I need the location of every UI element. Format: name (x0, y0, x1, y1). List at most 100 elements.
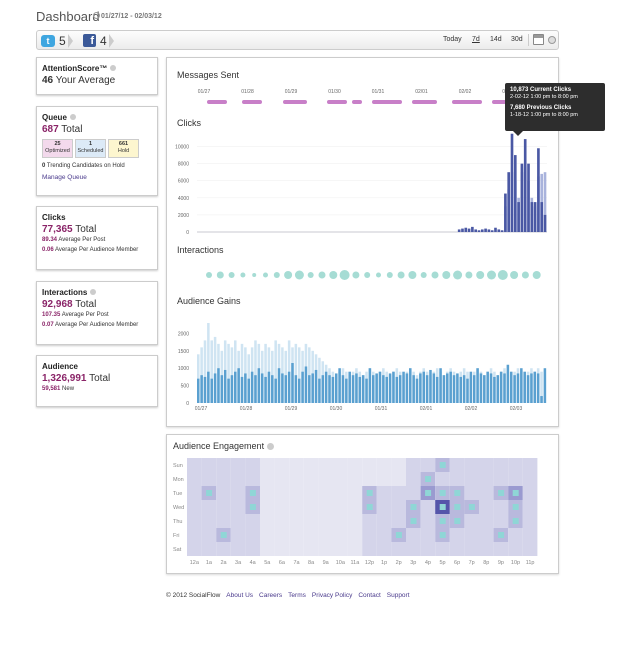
attention-score-card: AttentionScore™ 46 Your Average (36, 57, 158, 95)
range-7d[interactable]: 7d (472, 36, 480, 43)
heatmap-hour-label: 7a (293, 560, 300, 566)
main-charts[interactable]: 01/27 01/28 01/29 01/30 01/31 02/01 02/02 02/03… (167, 58, 560, 428)
heatmap-cell (274, 528, 290, 542)
help-icon[interactable] (110, 65, 117, 71)
heatmap-cell (333, 486, 348, 500)
heatmap-marker (220, 532, 227, 538)
clicks-current-bar (543, 214, 547, 232)
heatmap-cell (187, 458, 202, 472)
header: Dashboard 01/27/12 - 02/03/12 (36, 6, 559, 28)
heatmap-cell (303, 458, 319, 472)
heatmap-hour-label: 10a (336, 560, 346, 566)
gains-current-bar (314, 369, 318, 403)
heatmap-cell (406, 542, 421, 556)
heatmap-marker (498, 532, 505, 538)
heatmap-hour-label: 9a (323, 560, 330, 566)
engagement-heatmap[interactable]: Sun Mon Tue Wed Thu Fri Sat 12a 1a 2a 3a 4a 5a 6a 7a 8a… (167, 435, 560, 575)
heatmap-cell (318, 458, 333, 472)
gains-current-bar (223, 369, 227, 403)
clicks-tooltip: 10,873 Current Clicks 2-02-12 1:00 pm to… (505, 83, 605, 136)
settings-icon[interactable] (548, 36, 556, 44)
main-panel: Messages Sent Clicks Interactions Audien… (166, 57, 559, 427)
heatmap-hour-label: 8p (483, 560, 489, 566)
heatmap-cell (230, 514, 246, 528)
interactions-stat1-label: Average Per Post (61, 312, 109, 318)
heatmap-cell (347, 542, 363, 556)
heatmap-cell (303, 514, 319, 528)
interaction-dot (263, 272, 268, 278)
gains-current-bar (230, 375, 234, 403)
interactions-chart-title: Interactions (177, 245, 224, 255)
audience-total-label: Total (89, 373, 111, 384)
clicks-current-bar (461, 228, 464, 232)
facebook-account[interactable]: f 4 (83, 33, 114, 48)
date-range[interactable]: 01/27/12 - 02/03/12 (93, 12, 162, 20)
clicks-current-bar (490, 230, 494, 232)
interaction-dot (206, 272, 212, 278)
heatmap-day-label: Thu (173, 519, 182, 525)
queue-scheduled[interactable]: 1 Scheduled (75, 139, 106, 158)
clicks-current-bar (471, 226, 474, 232)
heatmap-hour-label: 3a (235, 560, 242, 566)
footer: © 2012 SocialFlow About Us Careers Terms… (166, 592, 410, 599)
manage-queue-link[interactable]: Manage Queue (42, 174, 87, 181)
heatmap-cell (464, 514, 479, 528)
calendar-icon[interactable] (533, 34, 544, 45)
gains-previous-bar (540, 371, 543, 403)
interactions-stat1-value: 107.35 (42, 312, 61, 318)
range-30d[interactable]: 30d (511, 36, 523, 43)
gains-current-bar (540, 396, 543, 403)
queue-optimized[interactable]: 25 Optimized (42, 139, 73, 158)
heatmap-marker (395, 532, 402, 538)
copyright: © 2012 SocialFlow (166, 592, 221, 599)
heatmap-cell (522, 514, 538, 528)
range-today[interactable]: Today (443, 36, 462, 43)
help-icon[interactable] (90, 289, 97, 295)
clicks-current-bar (520, 163, 524, 232)
clicks-current-bar (477, 230, 481, 232)
footer-link-support[interactable]: Support (386, 592, 410, 599)
clicks-y-tick: 2000 (178, 213, 189, 219)
heatmap-cell (347, 458, 363, 472)
footer-link-contact[interactable]: Contact (358, 592, 381, 599)
footer-link-about[interactable]: About Us (226, 592, 254, 599)
heatmap-cell (260, 500, 275, 514)
clicks-current-bar (530, 202, 534, 232)
help-icon[interactable] (69, 114, 76, 120)
heatmap-cell (318, 514, 333, 528)
footer-link-careers[interactable]: Careers (259, 592, 283, 599)
heatmap-cell (464, 458, 479, 472)
queue-hold[interactable]: 661 Hold (108, 139, 139, 158)
audience-total: 1,326,991 (42, 373, 87, 384)
footer-link-terms[interactable]: Terms (288, 592, 306, 599)
heatmap-marker (249, 504, 256, 510)
gains-date-tick: 02/02 (465, 406, 478, 412)
heatmap-cell (274, 500, 290, 514)
footer-link-privacy[interactable]: Privacy Policy (311, 592, 353, 599)
heatmap-cell (406, 486, 421, 500)
gains-current-bar (264, 376, 267, 403)
facebook-count: 4 (100, 33, 107, 48)
heatmap-cell (201, 500, 217, 514)
trending-count: 0 (42, 163, 46, 169)
heatmap-cell (333, 514, 348, 528)
range-14d[interactable]: 14d (490, 36, 502, 43)
heatmap-marker (206, 490, 213, 496)
interaction-dot (307, 272, 314, 278)
heatmap-cell (420, 514, 436, 528)
heatmap-cell (479, 472, 494, 486)
card-title: Clicks (42, 213, 66, 222)
gains-date-tick: 01/29 (285, 406, 298, 412)
clicks-current-bar (507, 172, 511, 232)
heatmap-cell (289, 486, 304, 500)
heatmap-cell (260, 528, 275, 542)
heatmap-cell (260, 486, 275, 500)
twitter-account[interactable]: t 5 (41, 33, 73, 48)
gains-current-bar (439, 368, 442, 403)
gains-current-bar (254, 375, 257, 403)
gains-current-bar (530, 373, 533, 403)
help-icon[interactable] (267, 443, 274, 450)
clicks-current-bar (480, 229, 484, 232)
heatmap-cell (187, 542, 202, 556)
gains-current-bar (324, 371, 328, 403)
